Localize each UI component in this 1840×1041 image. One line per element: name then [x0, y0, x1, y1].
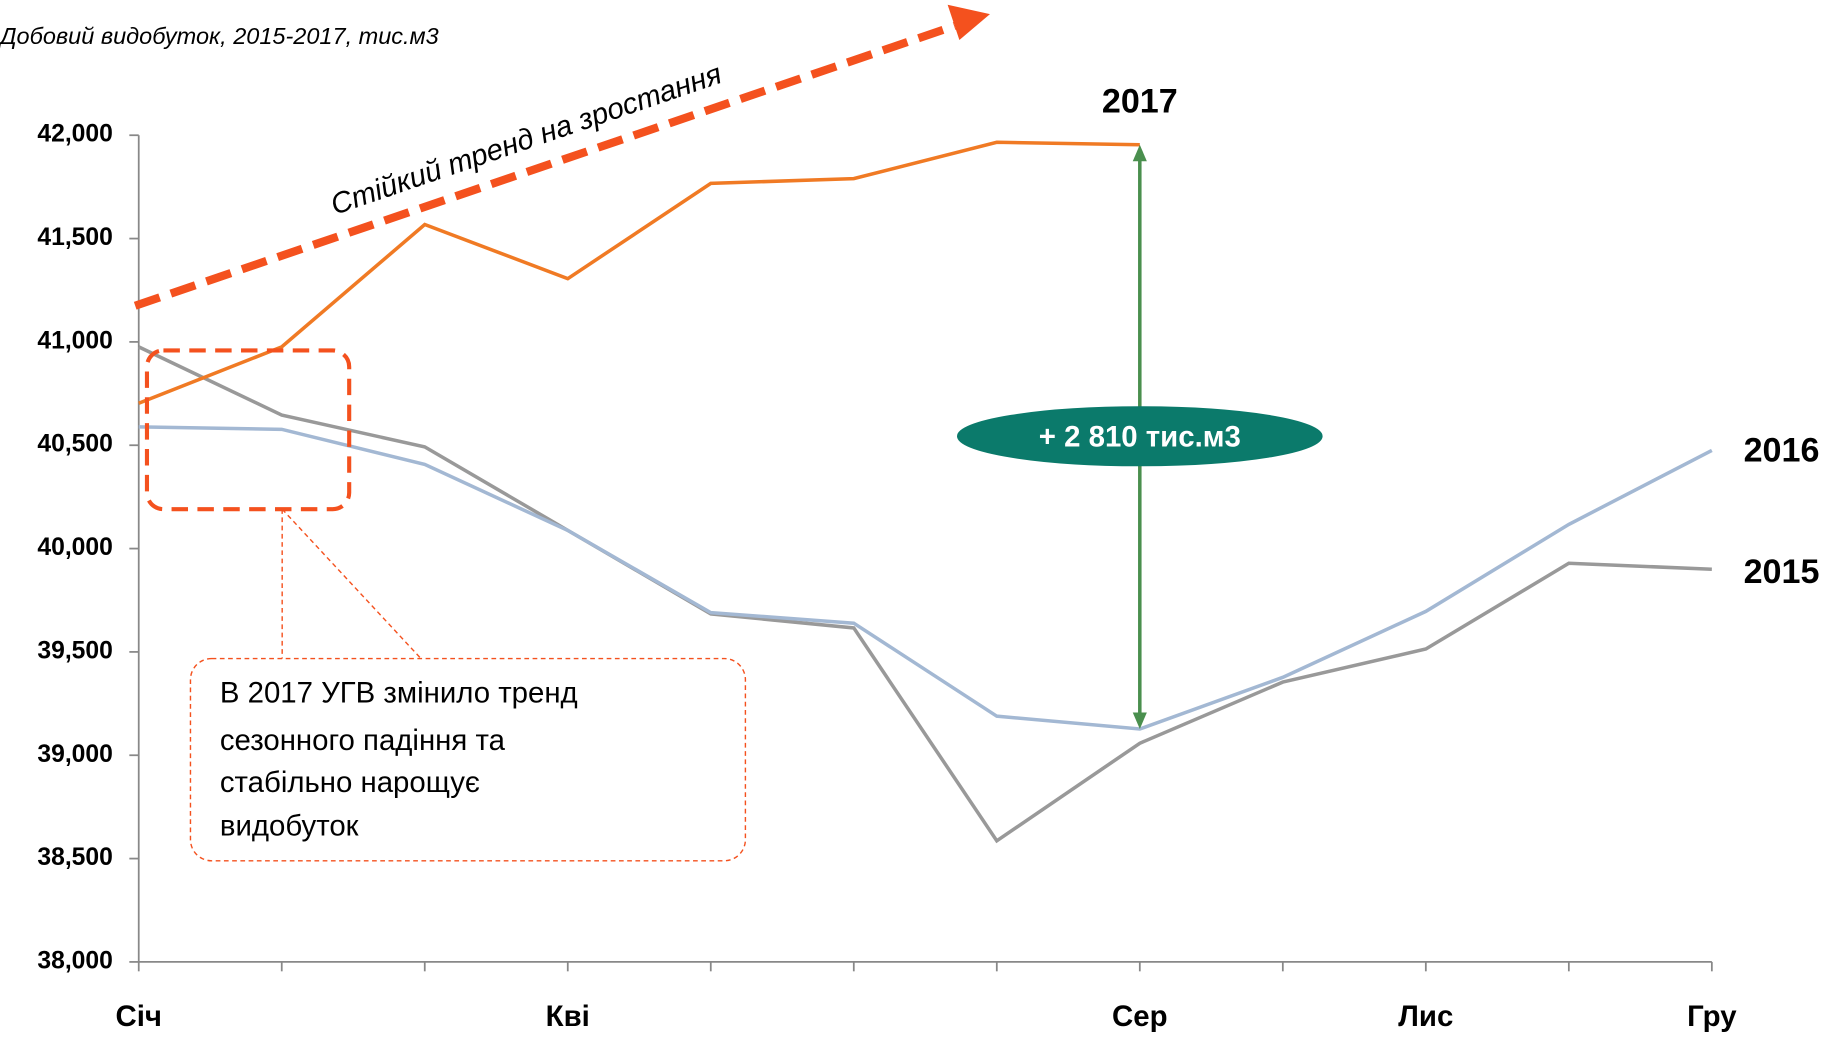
series-line [138, 425, 1713, 731]
trend-arrow [133, 21, 957, 310]
series-line [138, 140, 1140, 405]
connector [281, 508, 422, 660]
series-label: 2015 [1744, 553, 1820, 591]
x-tick-label: Кві [546, 1000, 590, 1033]
highlight-box [144, 348, 352, 512]
difference-badge [956, 406, 1323, 467]
y-tick-label: 40,000 [37, 534, 113, 561]
y-tick-label: 40,500 [37, 431, 113, 458]
note-line: видобуток [220, 810, 359, 843]
y-tick-label: 38,000 [37, 947, 113, 974]
x-tick-label: Гру [1687, 1000, 1737, 1033]
y-tick-label: 39,000 [37, 741, 113, 768]
chart-title: Добовий видобуток, 2015-2017, тис.м3 [0, 23, 439, 49]
series-label: 2016 [1744, 432, 1820, 470]
series-label: 2017 [1102, 83, 1178, 121]
arrow-head [1132, 712, 1147, 729]
note-line: стабільно нарощує [220, 766, 480, 799]
y-tick-label: 42,000 [37, 121, 113, 148]
arrow-head [1132, 144, 1147, 162]
note-line: В 2017 УГВ змінило тренд [220, 677, 578, 710]
y-tick-label: 39,500 [37, 637, 113, 664]
note-line: сезонного падіння та [220, 724, 506, 757]
x-tick-label: Січ [116, 1000, 162, 1033]
trend-label: Стійкий тренд на зростання [327, 57, 727, 221]
difference-label: + 2 810 тис.м3 [1039, 420, 1241, 453]
x-tick-label: Лис [1398, 1000, 1453, 1033]
x-tick-label: Сер [1112, 1000, 1167, 1033]
y-tick-label: 41,000 [37, 327, 113, 354]
note-box [189, 657, 747, 862]
y-tick-label: 41,500 [37, 224, 113, 251]
trend-arrow-head [947, 4, 990, 40]
series-line [137, 345, 1712, 844]
y-tick-label: 38,500 [37, 844, 113, 871]
